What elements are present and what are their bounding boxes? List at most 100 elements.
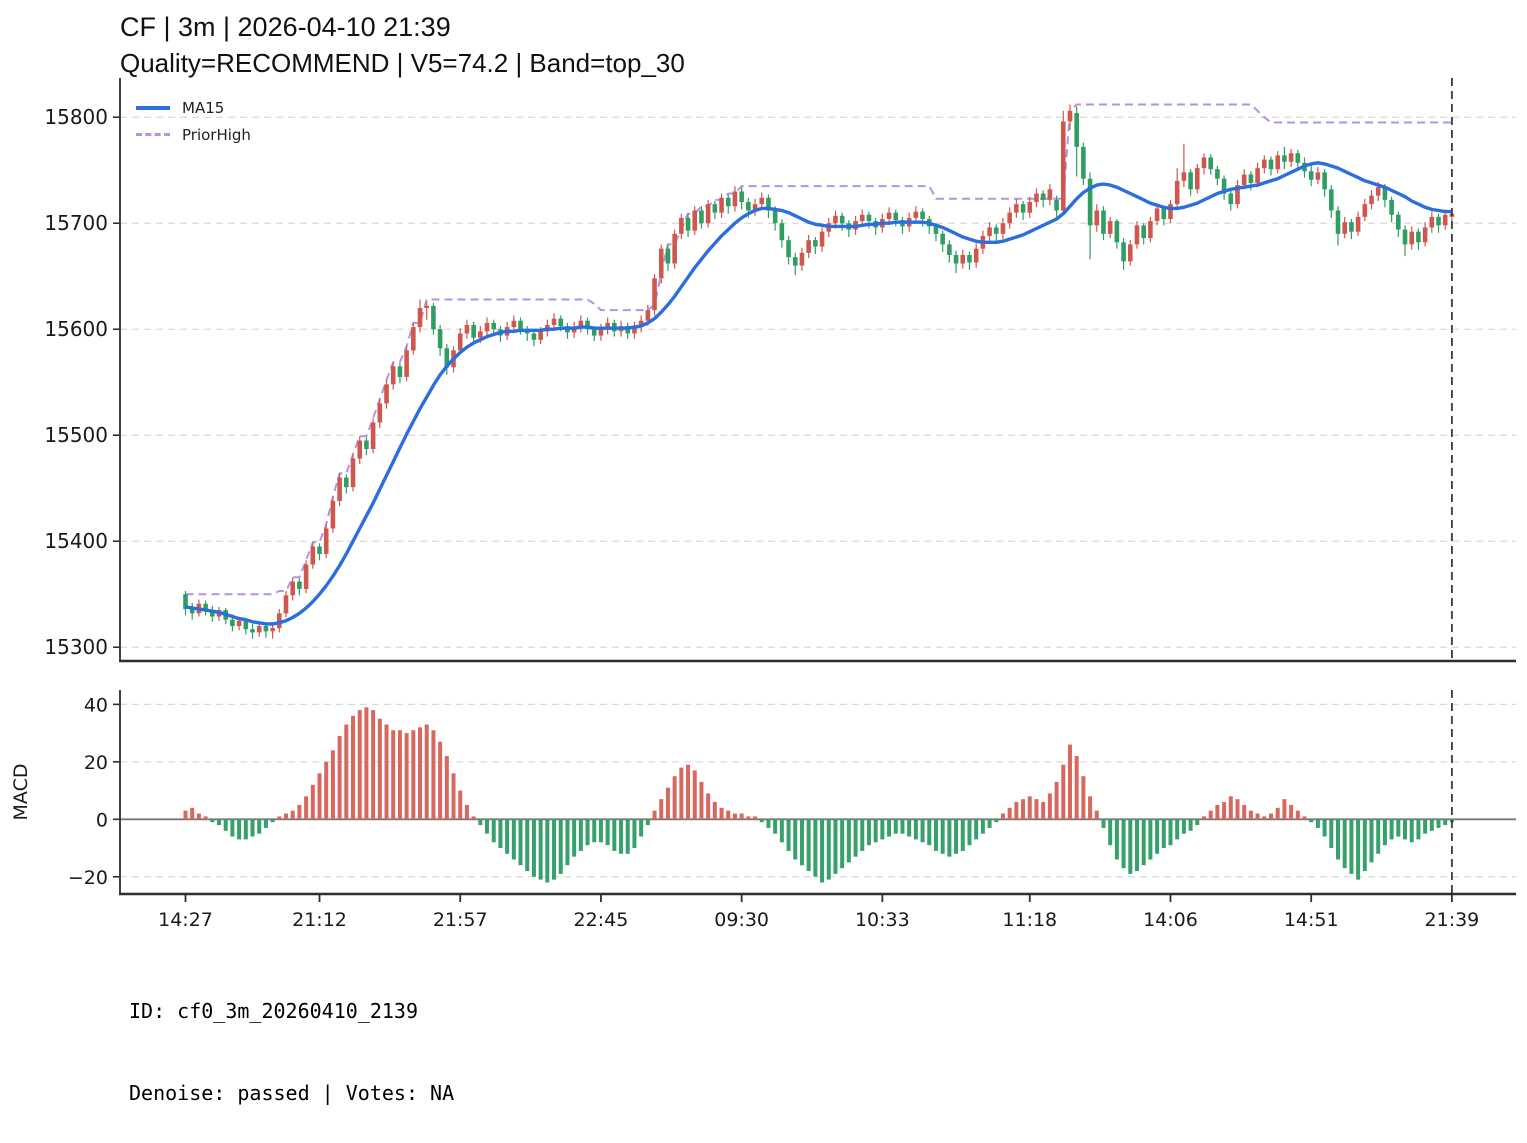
candle-body — [1081, 146, 1086, 179]
price-ytick-label: 15300 — [44, 635, 108, 659]
candle-body — [558, 318, 564, 327]
candle-body — [1114, 221, 1120, 243]
macd-bar — [1436, 819, 1441, 828]
macd-bar — [1356, 819, 1361, 880]
macd-bar — [1396, 819, 1401, 837]
macd-bar — [612, 819, 617, 851]
macd-bar — [1041, 802, 1046, 820]
macd-bar — [572, 819, 577, 857]
macd-bar — [947, 819, 952, 857]
candle-body — [1034, 193, 1039, 203]
legend-item-priorhigh: PriorHigh — [136, 121, 251, 148]
candle-body — [1127, 244, 1133, 262]
candle-body — [652, 278, 657, 311]
candle-body — [1000, 223, 1006, 234]
candle-body — [779, 223, 785, 241]
macd-bar — [1322, 819, 1327, 837]
candle-body — [792, 257, 798, 266]
candle-body — [772, 210, 778, 224]
candle-body — [1396, 214, 1401, 230]
macd-bar — [1047, 793, 1052, 820]
macd-bar — [974, 819, 979, 840]
candle-body — [960, 255, 966, 264]
candle-body — [1094, 210, 1100, 226]
candle-body — [1020, 204, 1026, 213]
macd-bar — [826, 819, 831, 880]
candle-body — [323, 528, 329, 554]
macd-bar — [1242, 804, 1247, 820]
macd-bar — [645, 819, 650, 826]
macd-bar — [1195, 819, 1200, 826]
macd-bar — [706, 793, 711, 820]
macd-bar — [565, 819, 570, 866]
macd-bar — [397, 730, 402, 820]
macd-bar — [1114, 819, 1119, 860]
candle-body — [471, 324, 476, 338]
candle-body — [357, 440, 363, 459]
macd-axis-label: MACD — [10, 764, 32, 821]
candle-body — [759, 197, 765, 205]
candle-body — [1422, 227, 1428, 243]
macd-bar — [418, 727, 423, 820]
candle-body — [1040, 193, 1046, 200]
candle-body — [1228, 193, 1234, 205]
candle-body — [833, 215, 838, 224]
candle-body — [243, 620, 249, 630]
macd-bar — [1007, 807, 1012, 820]
macd-ytick-label: 20 — [84, 752, 108, 774]
macd-bar — [913, 819, 918, 840]
price-ytick-label: 15400 — [44, 529, 108, 553]
candle-body — [705, 204, 711, 224]
macd-bar — [880, 819, 885, 840]
macd-bar — [619, 819, 624, 854]
candle-body — [297, 581, 302, 589]
candle-body — [337, 477, 342, 501]
candle-body — [491, 322, 497, 330]
candle-body — [859, 214, 865, 222]
candle-body — [1295, 153, 1301, 163]
candle-body — [933, 226, 939, 234]
candle-body — [1054, 199, 1059, 211]
candle-body — [953, 255, 959, 264]
candle-body — [303, 564, 309, 589]
macd-bar — [1268, 813, 1273, 820]
macd-bar — [732, 813, 737, 820]
candle-body — [1168, 204, 1173, 219]
candle-body — [1268, 159, 1274, 170]
ma15-line-swatch — [136, 105, 170, 110]
macd-bar — [525, 819, 530, 872]
macd-bar — [1134, 819, 1139, 872]
candle-body — [1060, 121, 1066, 211]
macd-bar — [243, 819, 248, 840]
macd-bar — [1175, 819, 1180, 840]
candle-body — [1161, 208, 1167, 219]
legend-item-ma15: MA15 — [136, 94, 251, 121]
candle-body — [1442, 214, 1448, 226]
macd-bar — [1429, 819, 1434, 831]
macd-ytick-label: 40 — [84, 694, 108, 716]
macd-bar — [853, 819, 858, 857]
macd-bar — [846, 819, 851, 863]
macd-bar — [552, 819, 557, 880]
candle-body — [1389, 199, 1394, 215]
candle-body — [1355, 216, 1361, 232]
macd-bar — [1201, 816, 1206, 820]
macd-bar — [1081, 776, 1086, 820]
candle-body — [290, 581, 296, 596]
macd-bar — [1262, 816, 1267, 820]
candle-body — [384, 384, 389, 404]
candle-body — [1275, 155, 1280, 170]
candle-body — [947, 244, 952, 256]
macd-bar — [1302, 816, 1307, 820]
candle-body — [404, 350, 409, 377]
macd-bar — [679, 767, 684, 820]
candle-body — [598, 329, 604, 336]
macd-bar — [806, 819, 811, 872]
macd-bar — [753, 816, 758, 820]
candle-body — [638, 320, 644, 328]
candle-body — [1402, 229, 1408, 245]
macd-bar — [284, 813, 289, 820]
macd-bar — [1416, 819, 1421, 840]
